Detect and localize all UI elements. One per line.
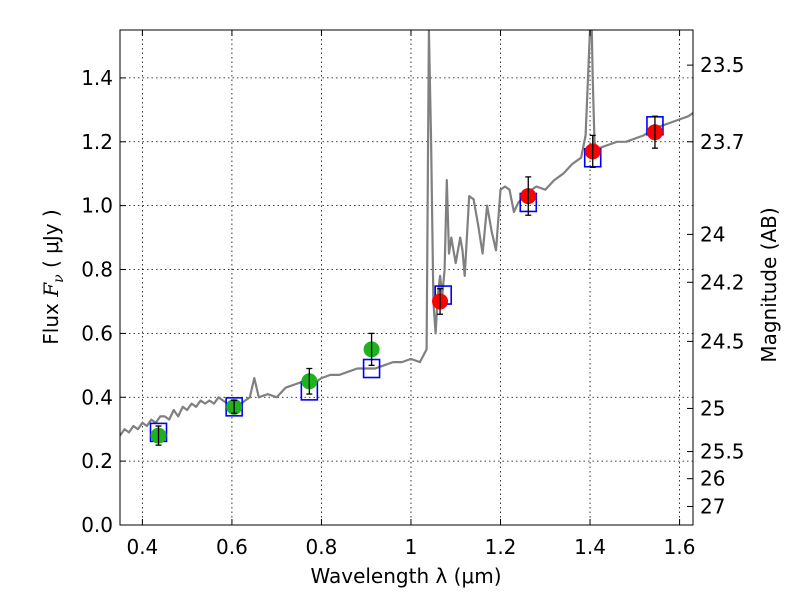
model-spectrum-layer — [120, 30, 693, 437]
x-axis-title: Wavelength λ (μm) — [310, 564, 501, 588]
x-tick-label: 1 — [405, 535, 418, 559]
y2-tick-label: 23.5 — [700, 53, 745, 77]
y-axis-title: Flux Fν ( μJy ) — [39, 209, 67, 344]
y2-tick-label: 25 — [700, 396, 725, 420]
y-tick-label: 1.2 — [81, 130, 113, 154]
y-tick-label: 0.8 — [81, 258, 113, 282]
y-tick-label: 1.0 — [81, 194, 113, 218]
x-tick-label: 0.4 — [126, 535, 158, 559]
y-axis-title-prefix: Flux — [39, 297, 63, 345]
ticks — [120, 30, 693, 526]
x-tick-label: 0.8 — [306, 535, 338, 559]
y-tick-label: 0.0 — [81, 513, 113, 537]
y-tick-label: 0.6 — [81, 321, 113, 345]
tick-labels: 0.4 0.6 0.8 1 1.2 1.4 1.6 0.0 0.2 0.4 0.6 0.8 1.0 1.2… — [81, 53, 744, 559]
y-axis-title-unit: ( μJy ) — [39, 209, 63, 274]
plot-frame — [119, 29, 694, 526]
y2-tick-label: 24.2 — [700, 270, 745, 294]
y-tick-label: 1.4 — [81, 66, 113, 90]
y-axis-title-symbol: F — [39, 282, 63, 298]
y2-tick-label: 24 — [700, 222, 725, 246]
x-tick-label: 1.4 — [574, 535, 606, 559]
model-spectrum-line — [120, 30, 693, 437]
errorbars-layer — [155, 115, 658, 446]
x-tick-label: 1.2 — [485, 535, 517, 559]
observed-points-layer — [150, 124, 663, 444]
x-tick-label: 0.6 — [216, 535, 248, 559]
y2-tick-label: 25.5 — [700, 440, 745, 464]
model-points-layer — [149, 116, 664, 443]
y2-axis-title: Magnitude (AB) — [757, 207, 781, 362]
y2-tick-label: 26 — [700, 467, 725, 491]
y-tick-label: 0.2 — [81, 449, 113, 473]
y2-tick-label: 27 — [700, 494, 725, 518]
grid — [120, 30, 693, 526]
y-axis-title-subscript: ν — [51, 274, 67, 283]
y2-tick-label: 23.7 — [700, 130, 745, 154]
x-tick-label: 1.6 — [664, 535, 696, 559]
y-tick-label: 0.4 — [81, 385, 113, 409]
y2-tick-label: 24.5 — [700, 329, 745, 353]
